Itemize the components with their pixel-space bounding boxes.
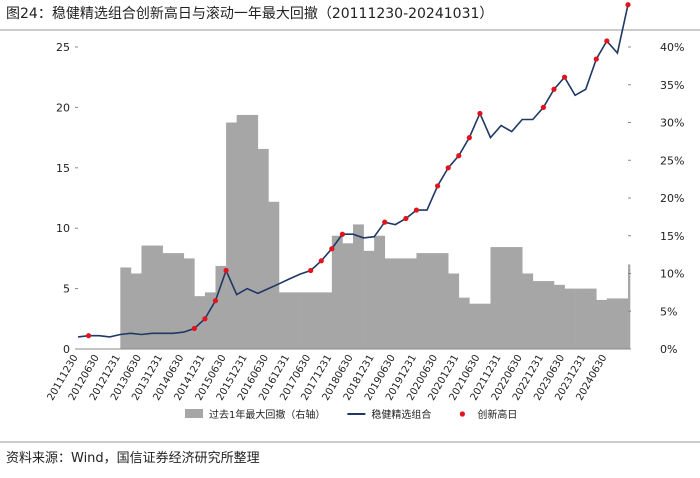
new-high-dot: [625, 2, 631, 8]
drawdown-bar: [257, 148, 269, 349]
new-high-dot: [191, 325, 197, 332]
index-line: [77, 4, 629, 338]
drawdown-bar: [458, 297, 470, 349]
drawdown-bar: [204, 292, 216, 349]
new-high-dot: [318, 258, 324, 264]
y2-tick-label: 0%: [660, 343, 677, 356]
new-high-dot: [445, 165, 451, 171]
new-high-dot: [212, 298, 219, 304]
y-tick-label: 15: [56, 162, 70, 175]
drawdown-bar: [628, 264, 631, 349]
y-tick-label: 0: [63, 343, 70, 356]
new-high-dot: [382, 219, 388, 225]
drawdown-bar: [501, 247, 512, 349]
y-tick-label: 25: [56, 41, 70, 54]
y2-tick-label: 20%: [660, 192, 684, 205]
new-high-dot: [561, 74, 568, 80]
y2-tick-label: 10%: [660, 268, 684, 281]
drawdown-bar: [427, 253, 438, 349]
legend-label: 过去1年最大回撤（右轴）: [209, 408, 325, 421]
drawdown-bar: [247, 114, 259, 349]
drawdown-bar: [215, 265, 227, 349]
drawdown-bar: [416, 253, 428, 349]
y-tick-label: 5: [63, 283, 70, 296]
drawdown-bar: [331, 235, 343, 349]
new-high-dot: [540, 104, 546, 110]
drawdown-bar: [617, 298, 629, 349]
drawdown-bar: [236, 114, 248, 349]
drawdown-bar: [141, 245, 153, 349]
drawdown-bar: [553, 284, 565, 349]
y2-tick-label: 15%: [660, 230, 684, 243]
drawdown-bar: [226, 122, 237, 349]
new-high-dot: [329, 246, 335, 252]
drawdown-bar: [130, 273, 142, 349]
new-high-dot: [477, 110, 483, 117]
source-note: 资料来源：Wind，国信证券经济研究所整理: [6, 450, 260, 466]
new-high-dot: [339, 231, 346, 237]
new-high-dot: [413, 207, 420, 213]
drawdown-bar: [342, 243, 354, 349]
drawdown-bar: [543, 281, 555, 349]
drawdown-bar: [490, 247, 502, 349]
drawdown-bar: [405, 258, 417, 349]
drawdown-bar: [575, 288, 586, 349]
drawdown-bar: [532, 281, 544, 349]
new-high-dot: [456, 153, 462, 159]
drawdown-bar: [289, 292, 301, 349]
y2-tick-label: 30%: [660, 117, 684, 130]
drawdown-bar: [437, 253, 449, 349]
new-high-dot: [466, 135, 472, 141]
drawdown-bar: [152, 245, 163, 349]
drawdown-bar: [321, 292, 333, 349]
drawdown-bar: [120, 267, 132, 349]
new-high-dot: [403, 215, 409, 222]
drawdown-bar: [173, 253, 185, 349]
drawdown-bar: [448, 273, 460, 349]
drawdown-bar: [374, 235, 386, 349]
new-high-dot: [604, 38, 610, 44]
new-high-dot: [308, 267, 314, 274]
drawdown-bar: [162, 253, 174, 349]
legend-swatch: [185, 409, 203, 418]
new-high-dot: [435, 183, 441, 189]
drawdown-bar: [278, 292, 290, 349]
drawdown-bar: [310, 292, 322, 349]
y-tick-label: 20: [56, 101, 70, 114]
new-high-dot: [551, 86, 557, 92]
drawdown-bar: [268, 201, 280, 349]
y2-tick-label: 35%: [660, 79, 684, 92]
drawdown-bar: [384, 258, 396, 349]
drawdown-bar: [300, 292, 311, 349]
drawdown-bar: [522, 273, 534, 349]
drawdown-bar: [353, 224, 364, 349]
y2-tick-label: 25%: [660, 154, 684, 167]
drawdown-bar: [564, 288, 576, 349]
drawdown-bar: [395, 258, 407, 349]
legend-label: 稳健精选组合: [371, 408, 431, 421]
drawdown-bar: [606, 298, 618, 349]
new-high-dot: [593, 56, 599, 62]
legend-label: 创新高日: [477, 408, 517, 421]
drawdown-bar: [479, 303, 491, 349]
y2-tick-label: 5%: [660, 305, 677, 318]
drawdown-bar: [585, 288, 597, 349]
drawdown-bar: [183, 258, 195, 349]
y2-tick-label: 40%: [660, 41, 684, 54]
new-high-dot: [85, 333, 92, 339]
new-high-dot: [202, 316, 208, 322]
new-high-dot: [223, 267, 229, 274]
drawdown-bar: [596, 299, 608, 349]
legend-swatch: [459, 411, 465, 417]
drawdown-bar: [469, 303, 481, 349]
chart-title: 图24：稳健精选组合创新高日与滚动一年最大回撤（20111230-2024103…: [6, 5, 493, 22]
drawdown-bar: [363, 250, 375, 349]
drawdown-bar: [511, 247, 523, 349]
y-tick-label: 10: [56, 222, 70, 235]
